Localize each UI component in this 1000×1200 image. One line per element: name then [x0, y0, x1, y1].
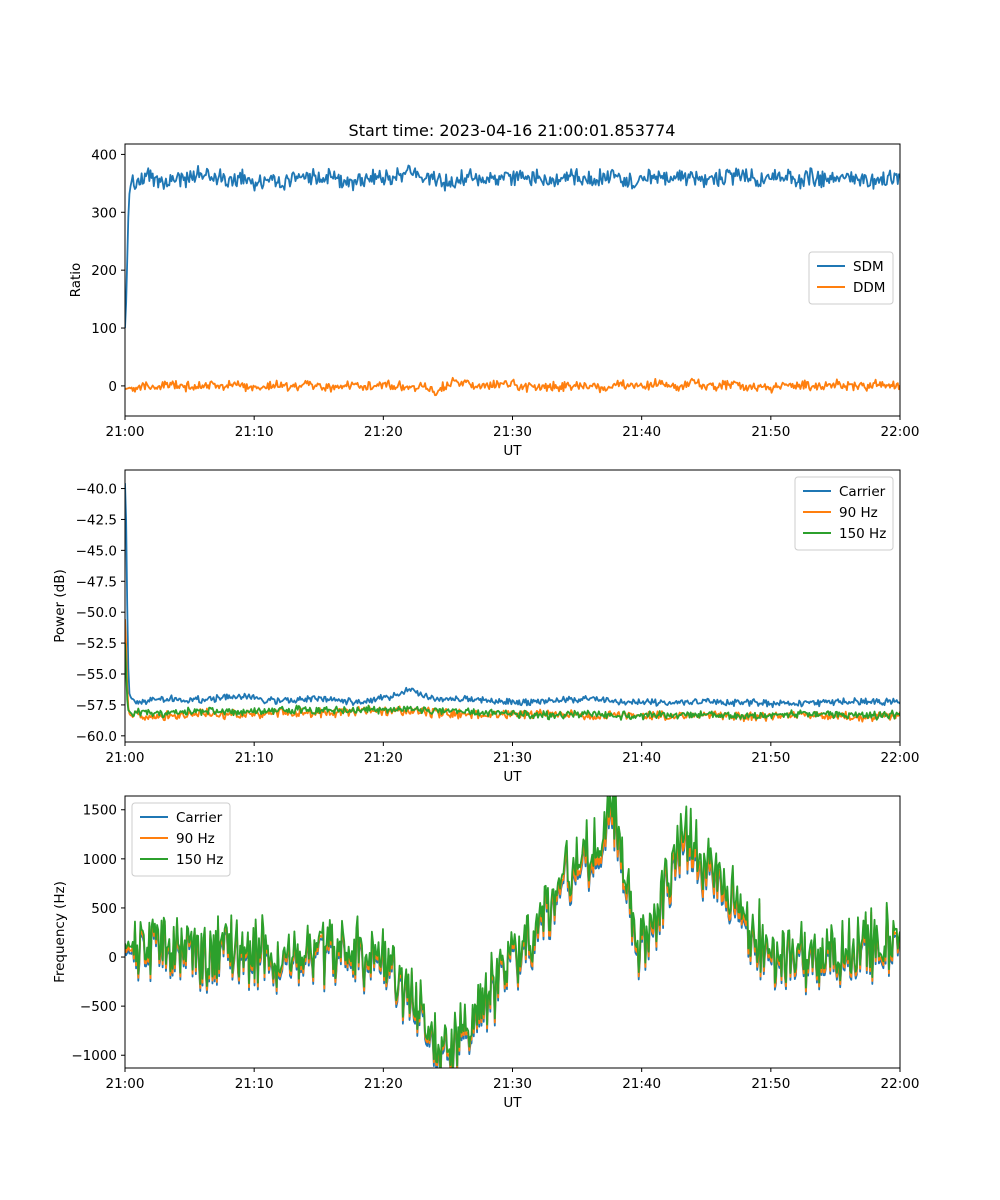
x-tick-label: 21:00: [106, 750, 145, 766]
legend-label-150-hz: 150 Hz: [176, 852, 223, 868]
y-tick-label: 300: [91, 205, 117, 221]
x-tick-label: 21:40: [622, 750, 661, 766]
x-tick-label: 22:00: [881, 1076, 920, 1092]
y-tick-label: 500: [91, 901, 117, 917]
y-tick-label: −55.0: [76, 667, 117, 683]
legend: Carrier 90 Hz 150 Hz: [794, 476, 894, 551]
y-tick-label: −45.0: [76, 543, 117, 559]
x-tick-label: 21:30: [493, 424, 532, 440]
y-tick-label: 1000: [83, 852, 117, 868]
series-line-150-hz: [125, 796, 900, 1068]
legend-label-carrier: Carrier: [176, 810, 223, 826]
x-tick-label: 22:00: [881, 750, 920, 766]
y-tick-label: −1000: [71, 1048, 117, 1064]
y-tick-label: −42.5: [76, 512, 117, 528]
y-tick-label: −50.0: [76, 605, 117, 621]
power-panel: 21:00 21:10 21:20 21:30 21:40 21:50 22:00 −60.0…: [52, 469, 920, 785]
y-tick-label: −47.5: [76, 574, 117, 590]
legend-label-90-hz: 90 Hz: [176, 831, 215, 847]
y-tick-label: 100: [91, 321, 117, 337]
plot-area: [125, 164, 900, 397]
x-tick-label: 21:10: [235, 750, 274, 766]
x-tick-label: 21:30: [493, 1076, 532, 1092]
legend-label-90-hz: 90 Hz: [839, 505, 878, 521]
legend-label-sdm: SDM: [853, 259, 884, 275]
frequency-panel: 21:00 21:10 21:20 21:30 21:40 21:50 22:00 −1000…: [52, 795, 920, 1111]
x-tick-label: 21:10: [235, 424, 274, 440]
x-tick-label: 21:20: [364, 750, 403, 766]
ratio-panel: 21:00 21:10 21:20 21:30 21:40 21:50 22:00 0 100 2…: [68, 143, 920, 459]
y-axis-label: Ratio: [68, 263, 84, 298]
y-tick-label: 0: [108, 379, 117, 395]
y-tick-label: −52.5: [76, 636, 117, 652]
x-tick-label: 21:20: [364, 424, 403, 440]
plot-area: [125, 796, 900, 1068]
x-tick-label: 21:50: [751, 424, 790, 440]
figure-title: Start time: 2023-04-16 21:00:01.853774: [349, 121, 676, 140]
x-tick-label: 21:50: [751, 1076, 790, 1092]
y-tick-label: −57.5: [76, 698, 117, 714]
x-tick-label: 21:00: [106, 424, 145, 440]
x-tick-label: 21:10: [235, 1076, 274, 1092]
legend-label-ddm: DDM: [853, 280, 885, 296]
legend-label-150-hz: 150 Hz: [839, 526, 886, 542]
series-line-carrier: [125, 483, 900, 709]
x-tick-label: 21:40: [622, 424, 661, 440]
x-axis-label: UT: [503, 1095, 522, 1111]
y-tick-label: 200: [91, 263, 117, 279]
plot-area: [125, 483, 900, 723]
legend-box: [131, 802, 231, 877]
x-tick-label: 21:50: [751, 750, 790, 766]
x-tick-label: 21:40: [622, 1076, 661, 1092]
y-tick-label: 400: [91, 147, 117, 163]
x-tick-label: 21:00: [106, 1076, 145, 1092]
y-tick-label: 1500: [83, 803, 117, 819]
x-tick-label: 22:00: [881, 424, 920, 440]
x-tick-label: 21:30: [493, 750, 532, 766]
series-line-150-hz: [125, 643, 900, 721]
y-tick-label: −60.0: [76, 729, 117, 745]
legend-box: [794, 476, 894, 551]
legend-label-carrier: Carrier: [839, 484, 886, 500]
y-axis-label: Power (dB): [52, 569, 68, 642]
legend: SDM DDM: [808, 251, 894, 305]
x-tick-label: 21:20: [364, 1076, 403, 1092]
y-axis-label: Frequency (Hz): [52, 881, 68, 983]
series-line-sdm: [125, 164, 900, 329]
x-axis-label: UT: [503, 769, 522, 785]
series-line-ddm: [125, 376, 900, 397]
legend: Carrier 90 Hz 150 Hz: [131, 802, 231, 877]
y-tick-label: −500: [80, 999, 117, 1015]
y-tick-label: −40.0: [76, 482, 117, 498]
x-axis-label: UT: [503, 443, 522, 459]
y-tick-label: 0: [108, 950, 117, 966]
